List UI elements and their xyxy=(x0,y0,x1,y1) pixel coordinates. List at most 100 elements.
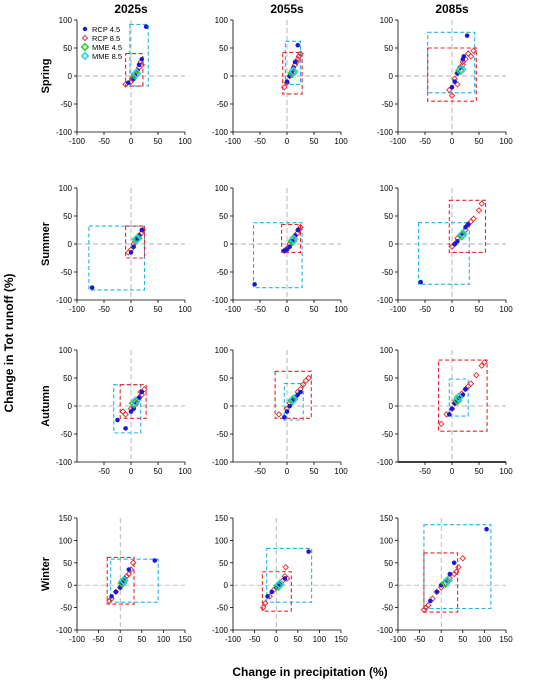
legend-marker xyxy=(82,26,88,32)
y-tick-label: 100 xyxy=(59,16,73,25)
rcp85-point xyxy=(470,47,477,55)
y-tick-label: 50 xyxy=(219,559,228,568)
rcp45-point xyxy=(306,549,311,554)
panel-autumn-2085s: -100 -50 0 50 100 -50 0 50 100 xyxy=(377,346,513,476)
rcp85-range-box xyxy=(427,47,477,102)
x-tick-label: 100 xyxy=(178,305,192,314)
rcp45-point xyxy=(152,558,158,563)
x-tick-label: 150 xyxy=(334,635,348,644)
y-tick-label: -50 xyxy=(216,430,228,439)
x-tick-label: 0 xyxy=(274,635,279,644)
y-tick-label: -100 xyxy=(377,626,394,635)
x-tick-label: 100 xyxy=(499,467,513,476)
y-tick-label: 0 xyxy=(68,402,73,411)
x-tick-label: 50 xyxy=(310,305,319,314)
mme85-point xyxy=(130,396,141,407)
x-tick-label: 0 xyxy=(129,137,134,146)
y-tick-label: 50 xyxy=(63,374,72,383)
y-tick-label: 50 xyxy=(63,44,72,53)
x-tick-label: 0 xyxy=(450,305,455,314)
y-tick-label: 150 xyxy=(215,514,229,523)
rcp45-point xyxy=(452,79,458,84)
panel-autumn-2025s: -100 -50 0 50 100 -50 0 50 100 xyxy=(56,346,192,476)
y-tick-label: 150 xyxy=(59,514,73,523)
legend-marker xyxy=(80,42,90,52)
x-tick-label: 100 xyxy=(178,467,192,476)
rcp45-point xyxy=(447,412,452,417)
rcp45-point xyxy=(139,389,145,395)
rcp85-range-box xyxy=(261,571,292,612)
x-tick-label: -50 xyxy=(419,137,431,146)
rcp45-point xyxy=(109,594,114,599)
x-tick-label: 100 xyxy=(334,137,348,146)
y-tick-label: -100 xyxy=(56,626,73,635)
rcp45-point xyxy=(128,250,134,255)
y-tick-label: -50 xyxy=(381,268,393,277)
column-header: 2025s xyxy=(114,2,148,16)
rcp45-point xyxy=(287,403,293,409)
rcp45-point xyxy=(463,386,468,392)
x-tick-label: -100 xyxy=(69,635,86,644)
rcp45-point xyxy=(452,241,458,247)
rcp45-point xyxy=(298,389,303,395)
rcp45-point xyxy=(461,54,467,59)
rcp45-point xyxy=(282,414,287,420)
rcp85-range-box xyxy=(119,384,147,419)
mme45-point xyxy=(440,577,451,589)
rcp45-point xyxy=(131,244,136,250)
rcp45-point xyxy=(464,33,470,38)
mme85-point xyxy=(456,64,467,75)
rcp45-point xyxy=(284,409,290,414)
rcp45-point xyxy=(434,589,440,595)
y-tick-label: 100 xyxy=(59,184,73,193)
y-tick-label: 50 xyxy=(384,44,393,53)
rcp85-point xyxy=(464,50,472,57)
y-tick-label: 100 xyxy=(215,346,229,355)
rcp45-point xyxy=(89,285,95,290)
x-tick-label: 100 xyxy=(157,635,171,644)
legend-label: RCP 4.5 xyxy=(92,25,120,34)
x-tick-label: -50 xyxy=(419,467,431,476)
mme85-point xyxy=(453,392,464,403)
rcp85-point xyxy=(422,604,430,611)
rcp85-point xyxy=(305,374,312,382)
x-tick-label: 50 xyxy=(137,635,146,644)
y-tick-label: 0 xyxy=(224,581,229,590)
rcp85-point xyxy=(420,606,428,614)
rcp85-range-box xyxy=(274,370,312,419)
y-tick-label: -100 xyxy=(377,296,394,305)
y-tick-label: 50 xyxy=(63,559,72,568)
x-tick-label: 0 xyxy=(439,635,444,644)
rcp85-range-box xyxy=(448,199,487,253)
x-tick-label: 100 xyxy=(334,305,348,314)
rcp85-point xyxy=(453,568,460,575)
x-tick-label: 100 xyxy=(499,137,513,146)
rcp85-point xyxy=(141,385,148,393)
x-tick-label: 50 xyxy=(310,467,319,476)
y-tick-label: 0 xyxy=(68,72,73,81)
rcp85-point xyxy=(299,381,307,388)
rcp85-point xyxy=(481,359,488,366)
rcp45-point xyxy=(252,282,257,287)
rcp45-point xyxy=(292,59,298,65)
mme85-point xyxy=(288,394,299,405)
rcp45-range-box xyxy=(284,40,302,85)
rcp45-point xyxy=(484,526,489,532)
y-tick-label: -100 xyxy=(212,458,229,467)
rcp45-point xyxy=(136,395,142,400)
rcp45-point xyxy=(136,62,142,68)
y-tick-label: -100 xyxy=(377,128,394,137)
x-tick-label: 0 xyxy=(129,305,134,314)
y-tick-label: 0 xyxy=(389,581,394,590)
y-tick-label: -50 xyxy=(60,604,72,613)
y-tick-label: 0 xyxy=(389,402,394,411)
rcp45-point xyxy=(447,571,453,577)
rcp45-point xyxy=(143,24,149,30)
rcp85-point xyxy=(262,599,269,607)
rcp45-range-box xyxy=(252,222,303,289)
rcp85-range-box xyxy=(125,53,144,87)
x-tick-label: 100 xyxy=(478,635,492,644)
rcp45-range-box xyxy=(113,384,142,434)
rcp85-point xyxy=(297,50,304,57)
y-tick-label: 50 xyxy=(63,212,72,221)
